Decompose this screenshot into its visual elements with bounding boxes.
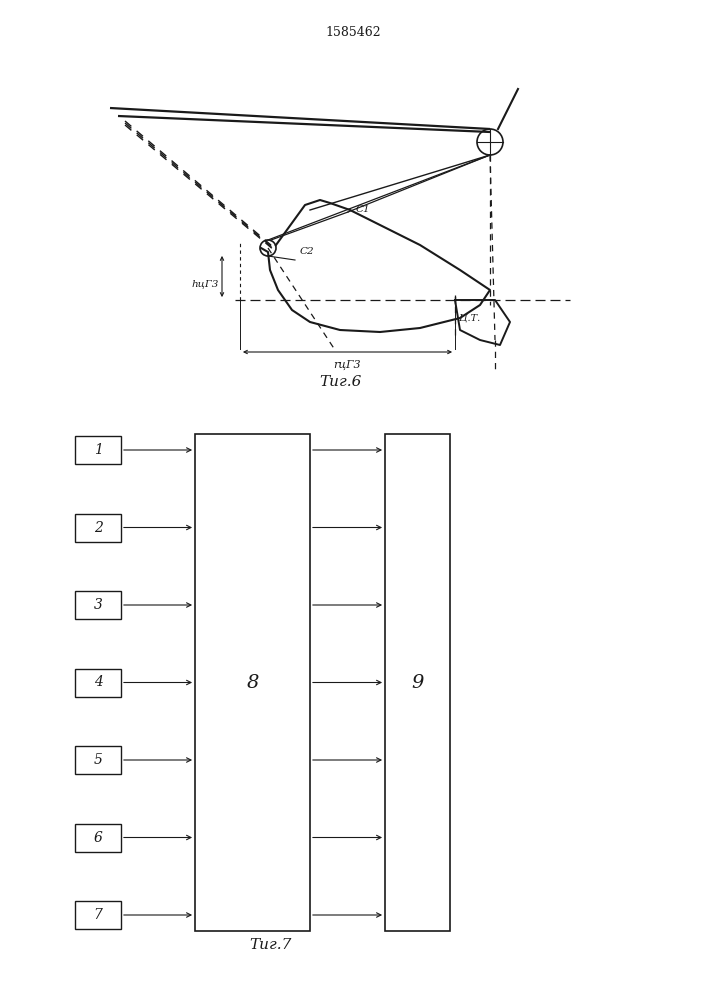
Text: 1: 1 [93, 443, 103, 457]
Text: rцГ3: rцГ3 [334, 360, 361, 370]
Bar [195, 434, 310, 931]
Text: 1585462: 1585462 [325, 25, 381, 38]
Text: C1: C1 [356, 205, 370, 214]
Text: 9: 9 [411, 674, 423, 692]
Text: 3: 3 [93, 598, 103, 612]
Bar [75, 824, 121, 852]
Bar [385, 434, 450, 931]
Text: 8: 8 [246, 674, 259, 692]
Text: hцГ3: hцГ3 [192, 279, 219, 288]
Bar [75, 591, 121, 619]
Bar [75, 901, 121, 929]
Text: 2: 2 [93, 520, 103, 534]
Text: Τиг.7: Τиг.7 [249, 938, 291, 952]
Bar [75, 514, 121, 542]
Bar [75, 746, 121, 774]
Bar [75, 668, 121, 696]
Text: 4: 4 [93, 676, 103, 690]
Bar [75, 436, 121, 464]
Text: 5: 5 [93, 753, 103, 767]
Text: 7: 7 [93, 908, 103, 922]
Text: C2: C2 [300, 247, 315, 256]
Text: 6: 6 [93, 830, 103, 844]
Text: Τиг.6: Τиг.6 [319, 375, 361, 389]
Text: Ц.Т.: Ц.Т. [459, 314, 480, 323]
